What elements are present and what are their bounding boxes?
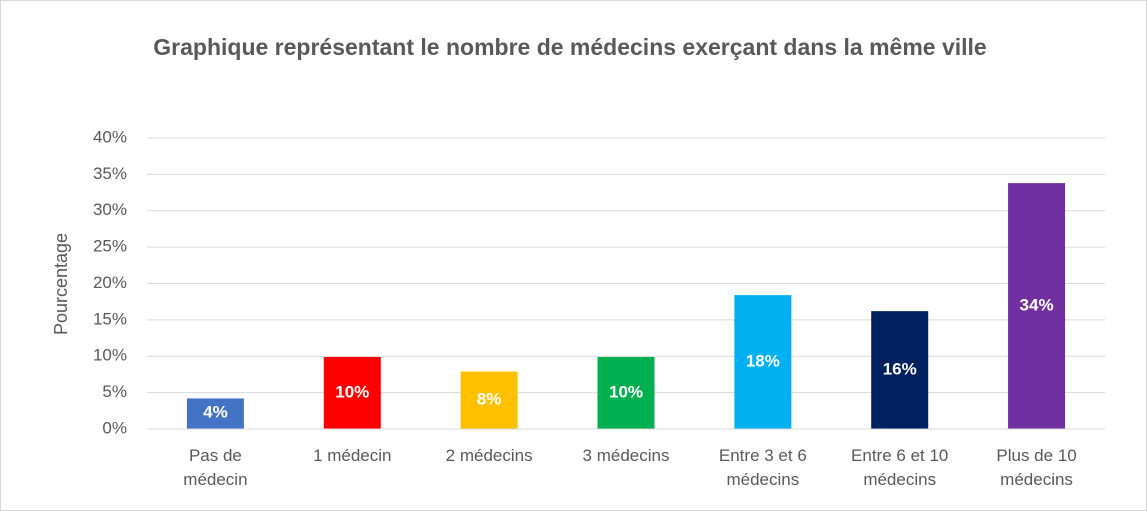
bar xyxy=(1008,183,1066,429)
value-label: 10% xyxy=(609,382,643,401)
y-tick-label: 35% xyxy=(93,164,127,183)
x-tick-label: 2 médecins xyxy=(445,446,533,465)
y-axis-label: Pourcentage xyxy=(51,233,71,335)
y-tick-label: 10% xyxy=(93,346,127,365)
y-tick-label: 20% xyxy=(93,273,127,292)
x-tick-label: Entre 6 et 10 médecins xyxy=(851,446,949,489)
value-label: 18% xyxy=(746,352,780,371)
y-tick-label: 25% xyxy=(93,237,127,256)
x-tick-label: Plus de 10 médecins xyxy=(996,446,1077,489)
bar xyxy=(597,356,655,429)
x-tick-label: 1 médecin xyxy=(313,446,392,465)
y-tick-label: 40% xyxy=(93,127,127,146)
x-tick-label: 3 médecins xyxy=(582,446,670,465)
bar xyxy=(734,295,792,429)
value-label: 4% xyxy=(203,402,228,421)
bar xyxy=(871,311,929,429)
chart-title: Graphique représentant le nombre de méde… xyxy=(153,34,987,60)
x-tick-label: Entre 3 et 6 médecins xyxy=(718,446,807,489)
bar xyxy=(460,371,518,429)
y-tick-label: 15% xyxy=(93,309,127,328)
value-label: 16% xyxy=(883,360,917,379)
y-tick-label: 0% xyxy=(102,418,127,437)
value-label: 8% xyxy=(477,390,502,409)
bar xyxy=(323,356,381,429)
bar xyxy=(186,398,244,429)
value-label: 10% xyxy=(335,382,369,401)
y-tick-label: 30% xyxy=(93,200,127,219)
y-tick-label: 5% xyxy=(102,382,127,401)
x-tick-label: Pas de médecin xyxy=(183,446,248,489)
value-label: 34% xyxy=(1020,296,1054,315)
